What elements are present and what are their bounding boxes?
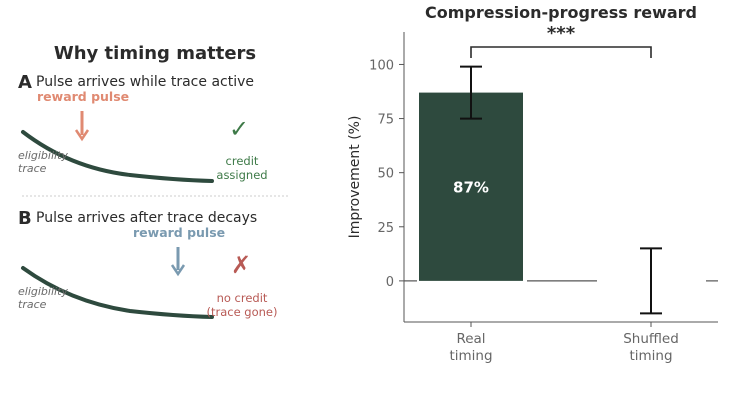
chart-title: Compression-progress reward (425, 3, 697, 22)
cross-icon: ✗ (231, 251, 252, 279)
y-tick-label: 0 (386, 275, 394, 290)
y-tick-label: 100 (369, 58, 394, 73)
bar (419, 92, 523, 281)
y-tick-label: 25 (377, 221, 394, 236)
x-tick-label: timing (449, 348, 492, 364)
panel-b-heading: Pulse arrives after trace decays (36, 210, 258, 226)
illustration-drawing (21, 111, 288, 319)
illustration-title: Why timing matters (53, 43, 257, 64)
check-icon: ✓ (229, 115, 250, 143)
x-tick-label: timing (629, 348, 672, 364)
panel-b-letter: B (18, 208, 32, 229)
x-tick-label: Shuffled (623, 331, 679, 347)
panel-a-letter: A (18, 72, 32, 93)
panel-b-trace-label: eligibility trace (18, 285, 68, 311)
panel-a-trace-label: eligibility trace (18, 149, 68, 175)
panel-a-pulse-label: reward pulse (37, 89, 130, 104)
x-tick-label: Real (456, 331, 485, 347)
panel-b-pulse-arrow-icon (170, 247, 186, 277)
y-tick-label: 75 (377, 113, 394, 128)
y-axis-label: Improvement (%) (347, 116, 363, 239)
panel-b-trace-curve (21, 266, 214, 319)
panel-b-outcome: no credit (trace gone) (206, 291, 278, 319)
panel-a-pulse-arrow-icon (74, 111, 90, 142)
panel-b-pulse-label: reward pulse (133, 225, 226, 240)
significance-bracket (470, 46, 652, 58)
panel-a-trace-curve (21, 130, 214, 183)
bar-value-label: 87% (453, 179, 489, 197)
panel-a-heading: Pulse arrives while trace active (36, 74, 254, 90)
significance-label: *** (547, 23, 576, 44)
panel-a-outcome: credit assigned (216, 154, 268, 182)
y-tick-label: 50 (377, 167, 394, 182)
